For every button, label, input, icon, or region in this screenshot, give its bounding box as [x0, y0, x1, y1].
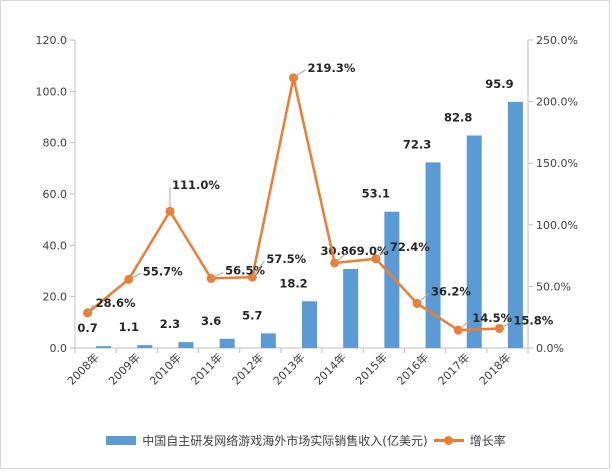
- bar: [178, 342, 194, 348]
- legend-bar-label: 中国自主研发网络游戏海外市场实际销售收入(亿美元): [142, 433, 428, 448]
- line-data-label: 57.5%: [266, 252, 306, 266]
- x-tick-label: 2015年: [353, 350, 390, 387]
- bar-data-label: 2.3: [160, 317, 180, 331]
- bar-data-label: 72.3: [403, 137, 431, 151]
- bar-data-label: 53.1: [362, 187, 390, 201]
- legend: 中国自主研发网络游戏海外市场实际销售收入(亿美元) 增长率: [0, 430, 612, 450]
- line-data-label: 69.0%: [349, 244, 389, 258]
- bar: [425, 162, 441, 348]
- line-label-leader: [499, 322, 512, 329]
- line-label-leader: [210, 271, 224, 279]
- line-data-label: 55.7%: [143, 264, 183, 278]
- x-tick-label: 2017年: [435, 350, 472, 387]
- bar-data-label: 95.9: [485, 77, 513, 91]
- right-tick-label: 150.0%: [536, 157, 578, 170]
- bar: [260, 333, 276, 348]
- x-tick-label: 2012年: [229, 350, 266, 387]
- right-tick-label: 200.0%: [536, 96, 578, 109]
- left-tick-label: 100.0: [36, 85, 68, 98]
- line-label-leader: [128, 272, 141, 280]
- bar-data-label: 3.6: [201, 314, 221, 328]
- bar: [343, 268, 359, 348]
- x-tick-label: 2010年: [147, 350, 184, 387]
- x-tick-label: 2014年: [311, 350, 348, 387]
- line-data-label: 111.0%: [172, 178, 220, 192]
- x-tick-label: 2009年: [105, 350, 142, 387]
- legend-line-label: 增长率: [469, 433, 506, 448]
- line-data-label: 36.2%: [431, 284, 471, 298]
- right-tick-label: 250.0%: [536, 34, 578, 47]
- bar: [466, 135, 482, 348]
- left-tick-label: 40.0: [43, 239, 68, 252]
- line-label-leader: [334, 252, 348, 264]
- bar: [219, 338, 235, 348]
- left-tick-label: 20.0: [43, 291, 68, 304]
- line-label-leader: [375, 248, 389, 260]
- x-tick-label: 2016年: [394, 350, 431, 387]
- x-tick-label: 2013年: [270, 350, 307, 387]
- left-tick-label: 60.0: [43, 188, 68, 201]
- bar: [302, 301, 317, 348]
- bar: [384, 211, 400, 348]
- line-label-leader: [457, 319, 471, 331]
- bar: [507, 101, 523, 349]
- bar-data-label: 1.1: [119, 320, 139, 334]
- legend-item-bar: 中国自主研发网络游戏海外市场实际销售收入(亿美元): [106, 432, 428, 449]
- line-data-label: 14.5%: [472, 311, 512, 325]
- line-data-label: 15.8%: [513, 314, 553, 328]
- legend-item-line: 增长率: [433, 432, 506, 449]
- bar-data-label: 0.7: [77, 321, 97, 335]
- line-data-label: 219.3%: [308, 61, 356, 75]
- x-tick-label: 2018年: [476, 350, 513, 387]
- right-tick-label: 0.0%: [536, 342, 564, 355]
- bar-data-label: 18.2: [279, 276, 307, 290]
- bar-data-label: 5.7: [242, 308, 262, 322]
- left-tick-label: 120.0: [36, 34, 68, 47]
- legend-line-swatch: [433, 435, 464, 445]
- bar-data-label: 30.8: [320, 244, 348, 258]
- line-label-leader: [416, 293, 430, 304]
- bar: [137, 345, 153, 348]
- left-tick-label: 80.0: [43, 137, 68, 150]
- right-tick-label: 100.0%: [536, 219, 578, 232]
- left-tick-label: 0.0: [50, 342, 68, 355]
- x-tick-label: 2008年: [64, 350, 101, 387]
- line-data-label: 56.5%: [225, 263, 265, 277]
- legend-bar-swatch: [106, 435, 137, 445]
- x-tick-label: 2011年: [188, 350, 225, 387]
- bar-data-label: 82.8: [444, 110, 472, 124]
- line-data-label: 72.4%: [390, 240, 430, 254]
- line-label-leader: [293, 69, 306, 79]
- line-label-leader: [87, 304, 94, 314]
- right-tick-label: 50.0%: [536, 280, 571, 293]
- line-label-leader: [251, 260, 265, 278]
- bar: [96, 346, 112, 348]
- line-data-label: 28.6%: [96, 296, 136, 310]
